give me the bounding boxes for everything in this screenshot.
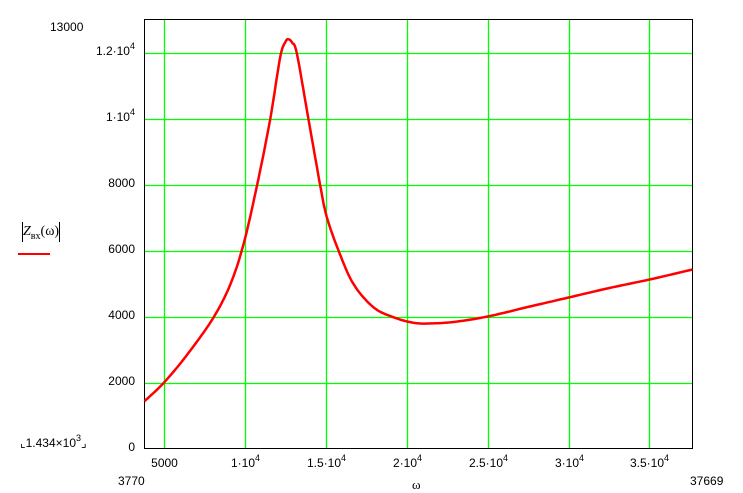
y-tick-label: 1.2·104 xyxy=(95,40,135,58)
x-tick-label: 2.5·104 xyxy=(468,453,509,471)
y-max-label: 13000 xyxy=(50,20,84,34)
x-tick-label: 2·104 xyxy=(392,453,423,471)
grid-lines xyxy=(144,19,693,449)
y-tick-label: 6000 xyxy=(108,241,135,256)
x-tick-label: 3.5·104 xyxy=(629,453,670,471)
x-tick-label: 1.5·104 xyxy=(306,453,347,471)
y-tick-label: 4000 xyxy=(108,307,135,322)
x-tick-label: 1·104 xyxy=(230,453,261,471)
series-line xyxy=(143,37,693,403)
y-axis-label: Zвх(ω) xyxy=(22,222,61,244)
y-tick-label: 0 xyxy=(128,439,135,454)
x-tick-label: 3·104 xyxy=(554,453,585,471)
legend-line-swatch xyxy=(18,253,50,255)
x-max-label: 37669 xyxy=(690,474,724,488)
y-min-label: ⌞1.434×103⌟ xyxy=(20,433,87,451)
x-tick-label: 5000 xyxy=(151,456,178,470)
y-tick-label: 1·104 xyxy=(105,106,135,124)
y-tick-label: 8000 xyxy=(108,175,135,190)
plot-frame xyxy=(144,19,693,449)
x-min-label: 3770 xyxy=(118,474,145,488)
x-axis-label: ω xyxy=(412,477,421,492)
y-tick-label: 2000 xyxy=(108,373,135,388)
